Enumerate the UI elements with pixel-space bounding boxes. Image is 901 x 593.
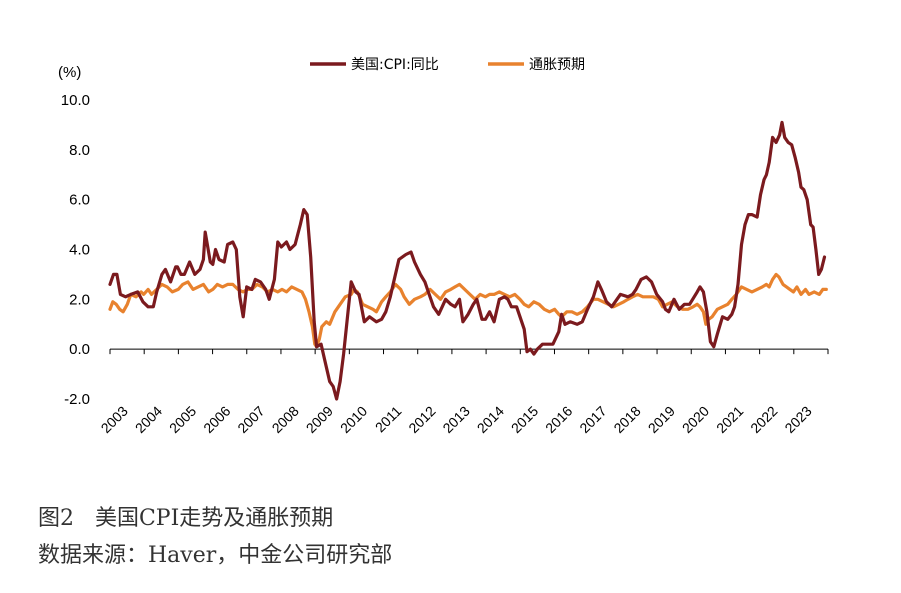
x-tick-label: 2018: [610, 403, 643, 436]
y-axis: -2.0 0.0 2.0 4.0 6.0 8.0 10.0: [61, 92, 90, 408]
x-tick-label: 2021: [713, 403, 746, 436]
x-tick-label: 2019: [645, 403, 678, 436]
x-tick-label: 2007: [234, 403, 267, 436]
x-axis: 2003 2004 2005 2006 2007 2008 2009 2010 2011 2012…: [98, 348, 829, 436]
series-line-inflation-expectation: [108, 272, 828, 349]
y-tick-label: 0.0: [69, 341, 90, 358]
series-line-cpi: [108, 120, 827, 401]
x-tick-label: 2004: [132, 403, 165, 436]
x-tick-label: 2005: [166, 403, 199, 436]
y-tick-label: 8.0: [69, 142, 90, 159]
y-tick-label: 10.0: [61, 92, 90, 109]
x-tick-label: 2008: [269, 403, 302, 436]
legend-label: 通胀预期: [529, 57, 585, 73]
x-tick-label: 2016: [542, 403, 575, 436]
figure-source: 数据来源：Haver，中金公司研究部: [38, 543, 393, 568]
x-tick-label: 2009: [303, 403, 336, 436]
x-tick-label: 2023: [781, 403, 814, 436]
chart: 美国:CPI:同比 通胀预期 (%) -2.0 0.0 2.0 4.0 6.0 8.0 10.…: [58, 57, 829, 436]
x-tick-label: 2013: [439, 403, 472, 436]
y-axis-unit-label: (%): [58, 64, 81, 81]
x-tick-label: 2020: [679, 403, 712, 436]
x-tick-label: 2003: [98, 403, 131, 436]
y-tick-label: 2.0: [69, 291, 90, 308]
x-tick-label: 2012: [405, 403, 438, 436]
legend-label: 美国:CPI:同比: [351, 57, 439, 73]
legend: 美国:CPI:同比 通胀预期: [310, 57, 585, 73]
x-tick-label: 2006: [200, 403, 233, 436]
x-tick-label: 2017: [576, 403, 609, 436]
x-tick-label: 2022: [747, 403, 780, 436]
x-tick-label: 2014: [474, 403, 507, 436]
y-tick-label: 6.0: [69, 192, 90, 209]
figure-title: 图2 美国CPI走势及通胀预期: [38, 506, 334, 531]
x-tick-label: 2015: [508, 403, 541, 436]
y-tick-label: -2.0: [64, 391, 90, 408]
y-tick-label: 4.0: [69, 242, 90, 259]
x-tick-label: 2010: [337, 403, 370, 436]
x-tick-label: 2011: [372, 403, 405, 436]
plot-area: [108, 120, 828, 401]
